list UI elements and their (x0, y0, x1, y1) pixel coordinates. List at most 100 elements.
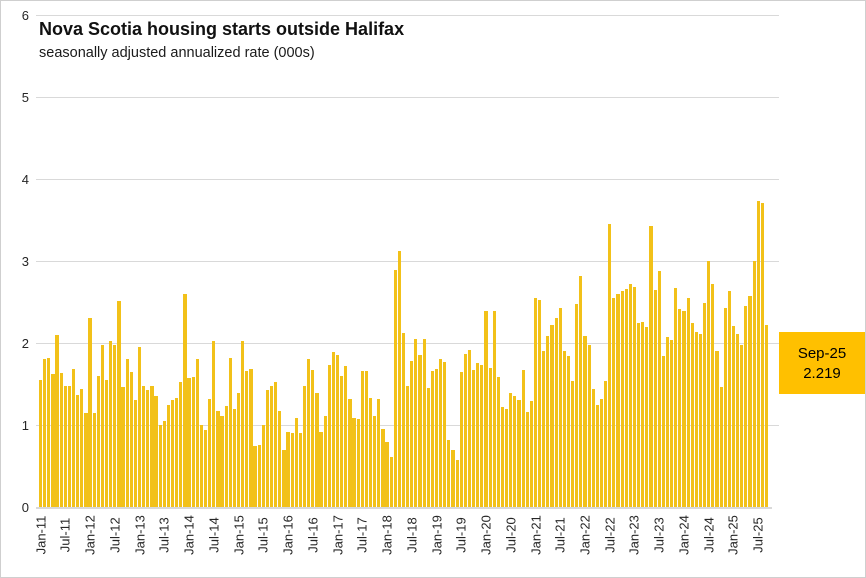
x-axis-tick-label: Jan-21 (528, 515, 544, 555)
bar-month-26 (146, 389, 150, 507)
bar-month-147 (645, 326, 649, 507)
bar-month-72 (335, 355, 340, 507)
x-axis-tick-label: Jan-16 (280, 515, 296, 555)
bar-month-69 (323, 415, 327, 507)
x-axis-tick-label: Jul-21 (552, 517, 568, 553)
bar-month-87 (397, 251, 401, 507)
bar-month-58 (278, 411, 282, 507)
bar-month-61 (290, 433, 294, 507)
bar-month-175 (760, 202, 764, 507)
bar-month-29 (158, 425, 162, 507)
bar-month-159 (694, 332, 698, 507)
bar-month-78 (360, 370, 364, 507)
bar-month-170 (740, 344, 744, 507)
bar-month-145 (637, 323, 641, 507)
bar-month-108 (484, 311, 488, 507)
y-axis-tick-label: 1 (21, 418, 29, 433)
x-axis-tick-label: Jul-12 (107, 517, 123, 553)
bar-month-74 (344, 365, 348, 507)
bar-month-75 (348, 398, 352, 507)
bar-month-103 (463, 354, 467, 507)
bar-month-51 (249, 369, 253, 507)
bar-month-40 (203, 429, 208, 507)
bar-month-138 (608, 224, 612, 507)
x-axis-tick-label: Jan-13 (132, 515, 148, 555)
bar-month-97 (439, 359, 443, 507)
bar-month-133 (587, 344, 591, 507)
y-axis-tick-label: 0 (21, 500, 29, 515)
bar-month-52 (253, 446, 257, 507)
bar-month-65 (307, 359, 311, 507)
bar-month-92 (418, 355, 422, 507)
bar-month-5 (59, 372, 63, 507)
bar-month-15 (100, 344, 105, 507)
x-axis-tick-label: Jan-14 (181, 515, 197, 555)
bar-month-166 (723, 307, 727, 507)
bar-month-110 (492, 311, 496, 507)
bar-month-107 (480, 365, 484, 507)
bar-month-114 (509, 393, 513, 507)
bar-month-125 (554, 317, 558, 507)
bar-month-17 (109, 341, 113, 507)
bar-month-8 (71, 369, 76, 507)
x-axis-tick-label: Jul-11 (57, 517, 73, 553)
bar-month-160 (698, 333, 703, 507)
chart-subtitle: seasonally adjusted annualized rate (000… (39, 45, 315, 61)
bar-month-95 (430, 370, 434, 507)
bar-month-80 (368, 397, 373, 507)
bar-month-174 (756, 201, 760, 507)
bar-month-76 (352, 417, 356, 507)
y-axis-tick-label: 3 (21, 254, 29, 269)
x-axis-tick-label: Jan-23 (626, 515, 642, 555)
bar-month-104 (467, 350, 472, 507)
bar-month-82 (377, 398, 381, 507)
x-axis-tick-label: Jan-11 (33, 515, 49, 555)
bar-month-44 (220, 415, 224, 507)
bar-month-77 (356, 419, 360, 507)
bar-month-41 (208, 398, 212, 507)
bar-month-14 (96, 375, 100, 507)
x-axis-tick-label: Jan-15 (231, 515, 247, 555)
bar-month-137 (604, 380, 608, 507)
x-axis-tick-label: Jul-18 (404, 517, 420, 553)
bar-month-118 (525, 411, 529, 507)
bar-month-109 (488, 368, 492, 507)
y-axis-tick-label: 5 (21, 90, 29, 105)
x-axis-tick-label: Jul-15 (255, 517, 271, 553)
bar-month-27 (150, 386, 154, 507)
bar-month-172 (748, 296, 752, 507)
bar-month-45 (224, 406, 228, 507)
x-axis-tick-label: Jul-23 (651, 517, 667, 553)
bar-month-20 (121, 387, 125, 507)
bar-month-36 (187, 378, 191, 507)
bar-month-89 (406, 386, 410, 507)
bar-month-168 (731, 325, 736, 507)
bar-month-173 (752, 261, 756, 507)
bar-month-11 (84, 412, 88, 507)
x-axis-tick-label: Jan-25 (725, 515, 741, 555)
x-axis-tick-label: Jan-19 (429, 515, 445, 555)
bar-month-132 (583, 335, 587, 507)
bar-month-130 (575, 303, 579, 507)
y-axis-tick-label: 4 (21, 172, 29, 187)
bar-month-59 (282, 449, 286, 507)
bar-month-162 (707, 261, 711, 507)
bar-month-136 (599, 398, 604, 507)
bar-month-129 (571, 380, 575, 507)
bar-month-149 (653, 289, 657, 507)
bar-month-49 (241, 341, 245, 507)
x-axis-tick-label: Jul-13 (156, 517, 172, 553)
bar-month-102 (459, 371, 463, 507)
bar-month-90 (410, 361, 414, 507)
bar-month-158 (690, 322, 694, 507)
bar-month-39 (199, 425, 204, 507)
bar-month-6 (63, 385, 67, 507)
bar-month-167 (727, 291, 731, 507)
bar-month-25 (142, 385, 146, 507)
bar-month-33 (175, 397, 179, 507)
bar-month-128 (566, 356, 571, 507)
bar-month-154 (674, 288, 678, 507)
bar-month-123 (546, 336, 550, 507)
bar-month-18 (113, 345, 117, 507)
